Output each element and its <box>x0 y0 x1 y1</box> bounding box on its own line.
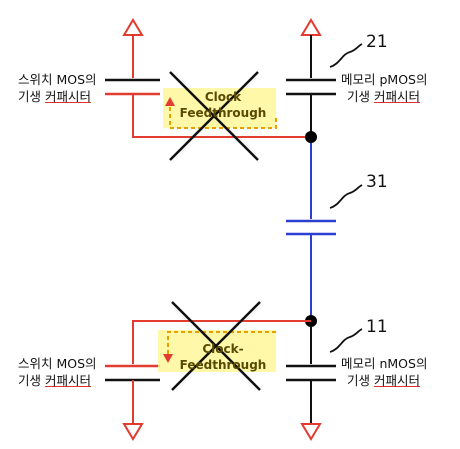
switch-bottom-label-line2: 기생 커패시터 <box>18 372 97 389</box>
switch-top-label: 스위치 MOS의 기생 커패시터 <box>18 71 97 105</box>
cf-top-text-line1: Clock <box>178 89 268 105</box>
switch-top-label-line2: 기생 커패시터 <box>18 88 97 105</box>
switch-top-label-line2a: 기생 <box>18 89 45 104</box>
memory-top-label: 메모리 pMOS의 기생 커패시터 <box>341 71 427 105</box>
switch-bottom-label-line2b: 커패시터 <box>45 373 91 388</box>
memory-top-supply-arrow <box>302 20 320 35</box>
memory-bottom-label-line2b: 커패시터 <box>374 373 420 388</box>
switch-bottom-label: 스위치 MOS의 기생 커패시터 <box>18 355 97 389</box>
memory-top-label-line2a: 기생 <box>347 89 374 104</box>
memory-bottom-ground-arrow <box>302 424 320 439</box>
ref-number-21: 21 <box>366 32 388 52</box>
cf-top-text: Clock Feedthrough <box>178 89 268 121</box>
node-top <box>305 131 317 143</box>
memory-bottom-label: 메모리 nMOS의 기생 커패시터 <box>341 355 427 389</box>
memory-top-label-line2: 기생 커패시터 <box>341 88 427 105</box>
leader-11 <box>330 329 362 352</box>
ref-number-31: 31 <box>366 172 388 192</box>
memory-bottom-label-line2a: 기생 <box>347 373 374 388</box>
leader-21 <box>330 44 362 67</box>
switch-bottom-label-line1: 스위치 MOS의 <box>18 355 97 372</box>
cf-bottom-text: Clock- Feedthrough <box>178 341 268 373</box>
cf-top-text-line2: Feedthrough <box>178 105 268 121</box>
cf-bottom-text-line2: Feedthrough <box>178 357 268 373</box>
switch-top-label-line1: 스위치 MOS의 <box>18 71 97 88</box>
switch-top-label-line2b: 커패시터 <box>45 89 91 104</box>
switch-bottom-label-line2a: 기생 <box>18 373 45 388</box>
memory-bottom-label-line1: 메모리 nMOS의 <box>341 355 427 372</box>
switch-bottom-ground-arrow <box>124 424 142 439</box>
ref-number-11: 11 <box>366 317 388 337</box>
leader-31 <box>330 185 362 208</box>
switch-top-supply-arrow <box>124 20 142 35</box>
memory-top-label-line2b: 커패시터 <box>374 89 420 104</box>
memory-top-label-line1: 메모리 pMOS의 <box>341 71 427 88</box>
cf-bottom-text-line1: Clock- <box>178 341 268 357</box>
memory-bottom-label-line2: 기생 커패시터 <box>341 372 427 389</box>
